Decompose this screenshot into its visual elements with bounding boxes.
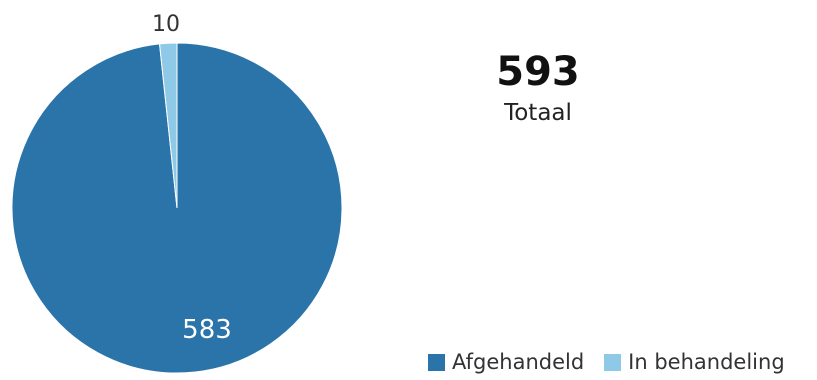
total-summary: 593 Totaal: [478, 48, 598, 126]
total-label: Totaal: [504, 100, 572, 126]
legend-label-afgehandeld: Afgehandeld: [452, 350, 585, 374]
slice-label-afgehandeld: 583: [182, 315, 232, 345]
legend-item-in-behandeling: In behandeling: [604, 350, 785, 374]
pie-slice-in-behandeling: [158, 42, 178, 209]
legend-swatch-afgehandeld: [428, 353, 445, 371]
slice-label-in-behandeling: 10: [152, 12, 180, 37]
total-value: 593: [496, 49, 580, 95]
legend-item-afgehandeld: Afgehandeld: [428, 350, 584, 374]
legend-label-in-behandeling: In behandeling: [628, 350, 785, 374]
legend-swatch-in-behandeling: [604, 353, 622, 371]
pie-chart: 583 10: [11, 12, 343, 374]
legend: Afgehandeld In behandeling: [428, 350, 785, 374]
